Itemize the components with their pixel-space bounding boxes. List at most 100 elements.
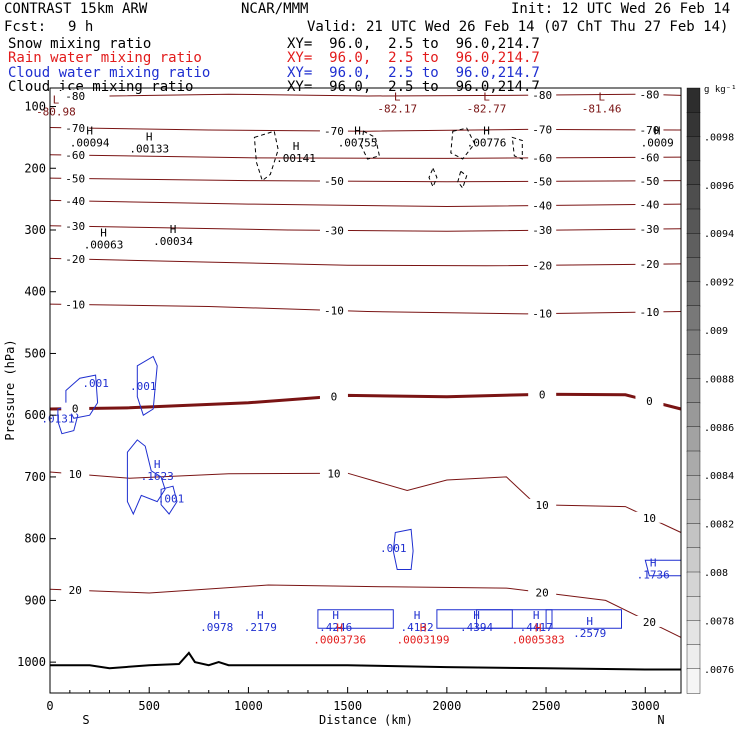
colorbar-swatch (686, 426, 701, 452)
contour-labels: -80 -80 -80 -70 -70 -70 -70 -60 -60 -60 -50 -50 -50 -… (61, 88, 664, 629)
cloud-water-label: .001 (380, 542, 407, 555)
temperature-label-bg (61, 402, 90, 414)
temperature-label: -60 (640, 151, 660, 164)
colorbar-tick-label: .0086 (704, 423, 734, 434)
temperature-contour (49, 471, 682, 533)
high-marker: H (414, 609, 421, 622)
cloud-ice-contour (428, 167, 438, 189)
colorbar-swatch (686, 281, 701, 307)
cloud-ice-contours (253, 127, 523, 190)
colorbar-swatch (686, 257, 701, 283)
colorbar-tick-label: .008 (704, 568, 728, 579)
temperature-label: -70 (65, 122, 85, 135)
high-marker: H (293, 140, 300, 153)
colorbar-swatch (686, 160, 701, 186)
extremum-value: .00755 (338, 136, 378, 149)
high-marker: H (354, 124, 361, 137)
temperature-label-bg (635, 174, 664, 186)
temperature-label-bg (319, 175, 348, 187)
temperature-label: 0 (646, 395, 653, 408)
y-tick-label: 100 (24, 100, 46, 114)
temperature-label-bg (61, 220, 90, 232)
low-marker: L (598, 90, 605, 103)
extremum-value: .2579 (573, 627, 606, 640)
y-tick-label: 300 (24, 223, 46, 237)
extremum-value: .2179 (244, 621, 277, 634)
forecast-label: Fcst: (4, 19, 47, 35)
colorbar-swatch (686, 378, 701, 404)
temperature-label: -20 (65, 253, 85, 266)
terrain-line (50, 651, 681, 671)
temperature-label: -80 (640, 88, 660, 101)
temperature-contour (49, 257, 682, 267)
temperature-label: -80 (65, 90, 85, 103)
temperature-label-bg (61, 298, 90, 310)
colorbar-swatch (686, 184, 701, 210)
south-label: S (82, 713, 89, 727)
temperature-label: -40 (65, 195, 85, 208)
temperature-label-bg (528, 199, 557, 211)
colorbar-swatch (686, 111, 701, 138)
high-marker: H (146, 131, 153, 144)
high-marker: H (154, 458, 161, 471)
temperature-label: -70 (640, 124, 660, 137)
y-tick-label: 900 (24, 593, 46, 607)
low-marker: L (53, 94, 60, 107)
extremum-value: .0009 (641, 136, 674, 149)
temperature-label-bg (528, 151, 557, 163)
high-marker: H (420, 621, 427, 634)
colorbar-unit: g kg⁻¹ (704, 85, 737, 95)
colorbar-swatch (686, 402, 701, 428)
extremum-value: -82.77 (467, 102, 507, 115)
temperature-label-bg (635, 223, 664, 235)
temperature-label: 10 (643, 512, 656, 525)
temperature-label-bg (319, 124, 348, 136)
temperature-label: -30 (324, 224, 344, 237)
temperature-label-bg (635, 258, 664, 270)
cloud-water-contour (545, 609, 622, 629)
field-xy-cloud-water: XY= 96.0, 2.5 to 96.0,214.7 (287, 65, 540, 81)
temperature-label-bg (319, 390, 348, 402)
colorbar-swatch (686, 571, 701, 597)
x-tick-label: 500 (138, 699, 160, 713)
temperature-label-bg (635, 394, 664, 406)
extremum-value: -80.98 (36, 106, 76, 119)
temperature-label-bg (61, 252, 90, 264)
colorbar-tick-label: .0096 (704, 181, 734, 192)
temperature-label: -10 (640, 306, 660, 319)
colorbar-swatch (686, 668, 701, 694)
colorbar-swatch (686, 475, 701, 501)
x-tick-label: 3000 (631, 699, 660, 713)
colorbar-swatch (686, 329, 701, 355)
colorbar-tick-label: .0084 (704, 471, 734, 482)
field-xy-snow: XY= 96.0, 2.5 to 96.0,214.7 (287, 36, 540, 52)
cloud-water-label: .001 (130, 380, 157, 393)
colorbar-swatch (686, 305, 701, 331)
temperature-label-bg (61, 584, 90, 596)
extremum-value: .0978 (200, 621, 233, 634)
colorbar-swatch (686, 547, 701, 573)
colorbar-tick-label: .0094 (704, 229, 734, 240)
plot-frame (49, 87, 682, 694)
field-label-rain: Rain water mixing ratio (8, 50, 202, 66)
y-tick-label: 200 (24, 161, 46, 175)
center-title: NCAR/MMM (241, 1, 309, 17)
high-marker: H (100, 226, 107, 239)
high-marker: H (535, 621, 542, 634)
extremum-value: .4246 (319, 621, 352, 634)
temperature-label: -40 (532, 200, 552, 213)
temperature-label-bg (635, 615, 664, 627)
high-marker: H (483, 124, 490, 137)
field-xy-rain: XY= 96.0, 2.5 to 96.0,214.7 (287, 50, 540, 66)
model-title: CONTRAST 15km ARW (4, 1, 148, 17)
cloud-water-contour (126, 439, 166, 516)
x-tick-label: 1500 (333, 699, 362, 713)
temperature-label: 10 (327, 467, 340, 480)
temperature-contour (49, 127, 682, 132)
temperature-label: 0 (331, 390, 338, 403)
colorbar-swatch (686, 450, 701, 476)
high-marker: H (170, 223, 177, 236)
extremum-value: .00034 (153, 235, 193, 248)
extremum-value: -81.46 (582, 102, 622, 115)
